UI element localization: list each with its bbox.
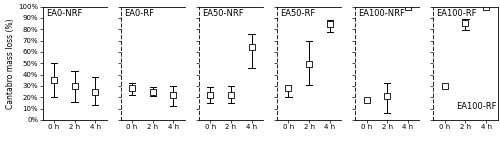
Text: EA50-RF: EA50-RF [280, 9, 316, 18]
Text: EA0-RF: EA0-RF [124, 9, 154, 18]
Text: EA100-RF: EA100-RF [436, 9, 477, 18]
Text: EA0-NRF: EA0-NRF [46, 9, 82, 18]
Y-axis label: Cantabro mass loss (%): Cantabro mass loss (%) [6, 18, 16, 109]
Text: EA100-NRF: EA100-NRF [358, 9, 406, 18]
Text: EA50-NRF: EA50-NRF [202, 9, 243, 18]
Text: EA100-RF: EA100-RF [456, 102, 496, 111]
